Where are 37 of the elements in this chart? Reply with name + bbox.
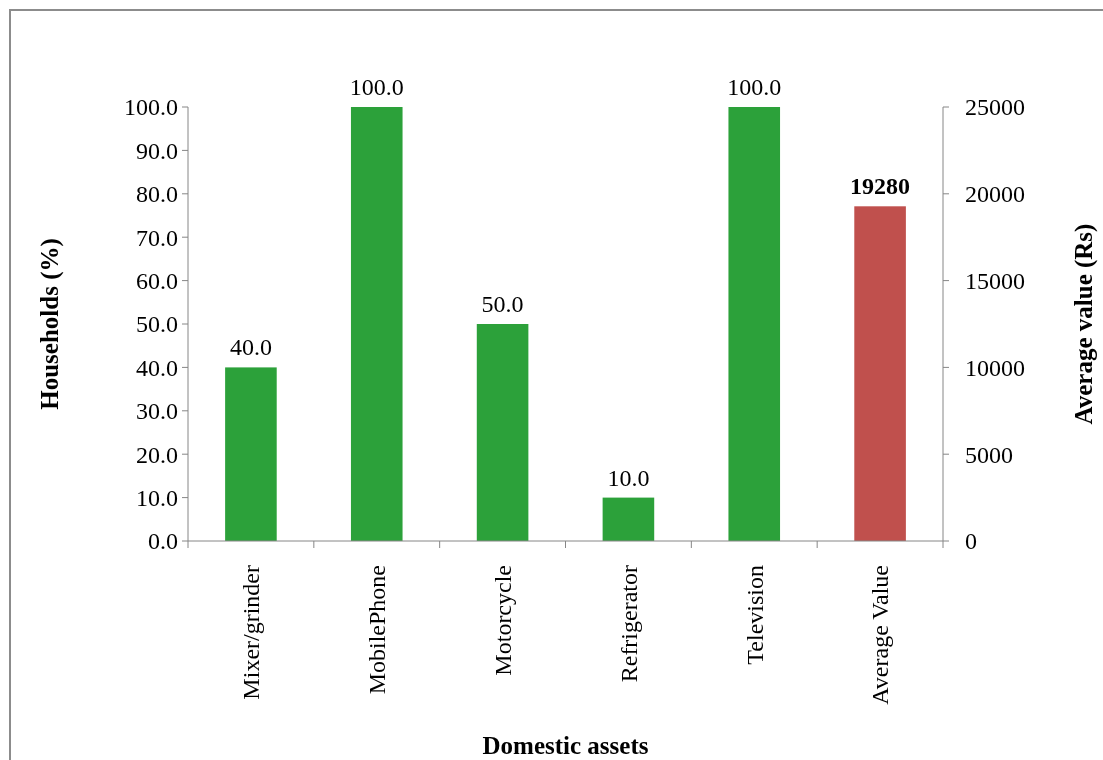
y-tick-label: 60.0 — [136, 268, 178, 294]
x-tick-label: Television — [741, 565, 768, 665]
data-label: 40.0 — [229, 334, 272, 361]
y-tick-label: 80.0 — [136, 181, 178, 208]
data-label: 100.0 — [727, 74, 782, 100]
y-tick-label: 20.0 — [136, 441, 178, 468]
data-label: 19280 — [850, 173, 911, 200]
bar — [602, 497, 655, 541]
data-label: 100.0 — [349, 74, 404, 100]
y2-tick-label: 15000 — [965, 268, 1025, 294]
x-tick-label: Refrigerator — [615, 565, 642, 683]
bar — [225, 367, 277, 541]
y-tick-label: 10.0 — [136, 485, 178, 511]
y-tick-label: 70.0 — [136, 224, 178, 251]
y2-tick-label: 5000 — [965, 441, 1013, 468]
bar — [728, 107, 781, 541]
y-axis-title: Households (%) — [36, 238, 64, 410]
y2-tick-label: 0 — [965, 528, 977, 555]
x-tick-label: Motorcycle — [489, 565, 516, 676]
x-tick-label: Average Value — [867, 565, 894, 705]
y2-tick-label: 25000 — [965, 94, 1025, 121]
x-axis-title: Domestic assets — [482, 732, 649, 759]
y2-tick-label: 20000 — [965, 181, 1025, 208]
bar — [476, 324, 529, 541]
y-tick-label: 0.0 — [148, 528, 178, 555]
x-tick-label: MobilePhone — [364, 565, 391, 695]
y-tick-label: 30.0 — [136, 398, 178, 425]
y-tick-label: 40.0 — [136, 354, 178, 381]
x-tick-label: Mixer/grinder — [238, 564, 265, 700]
y-tick-label: 50.0 — [136, 311, 178, 338]
data-label: 10.0 — [607, 464, 650, 491]
bar — [350, 107, 403, 541]
y2-tick-label: 10000 — [965, 354, 1025, 381]
y-tick-label: 90.0 — [136, 137, 178, 164]
y-tick-label: 100.0 — [124, 94, 178, 121]
data-label: 50.0 — [481, 291, 524, 317]
y2-axis-title: Average value (Rs) — [1070, 223, 1098, 425]
